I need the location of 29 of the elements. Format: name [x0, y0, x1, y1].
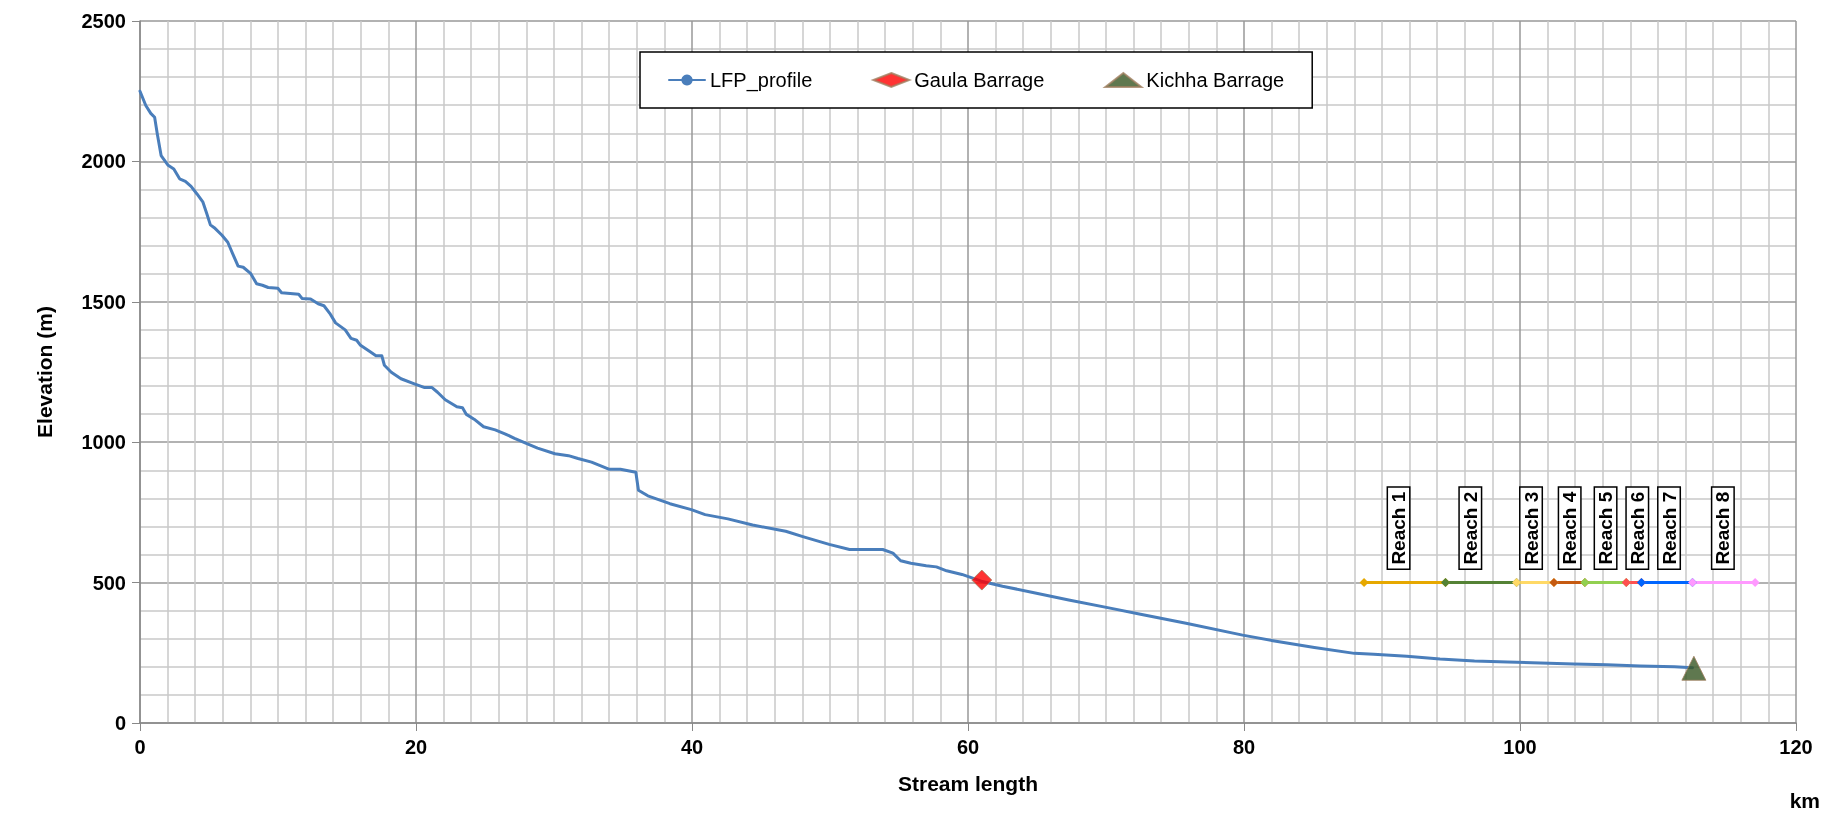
- legend-label: LFP_profile: [710, 69, 813, 92]
- x-tick-label: 100: [1503, 736, 1537, 758]
- y-tick-label: 2000: [81, 150, 126, 173]
- annotation: Reach 5: [1595, 491, 1617, 565]
- annotation: Reach 3: [1520, 491, 1542, 565]
- annotation: Reach 8: [1712, 491, 1734, 565]
- x-tick-label: 120: [1779, 736, 1813, 758]
- x-tick-label: 40: [680, 736, 704, 758]
- legend-label: Kichha Barrage: [1146, 69, 1285, 91]
- y-tick-label: 2500: [81, 10, 126, 32]
- annotation: Reach 6: [1626, 491, 1648, 565]
- y-tick-label: 0: [114, 712, 126, 734]
- x-tick-label: 80: [1232, 736, 1256, 758]
- x-tick-label: 0: [134, 736, 146, 758]
- x-axis-title: Stream length: [897, 772, 1039, 795]
- x-tick-label: 20: [404, 736, 428, 758]
- y-axis-title: Elevation (m): [33, 306, 56, 438]
- point: [971, 569, 993, 591]
- point: [1681, 655, 1707, 681]
- y-tick-label: 500: [92, 571, 126, 594]
- x-tick-label: 60: [956, 736, 980, 758]
- annotation: Reach 4: [1559, 491, 1581, 565]
- legend-label: Gaula Barrage: [914, 69, 1045, 91]
- text: km: [1789, 789, 1821, 812]
- annotation: Reach 1: [1388, 491, 1410, 565]
- y-tick-label: 1000: [81, 431, 126, 454]
- annotation: Reach 7: [1658, 491, 1680, 565]
- y-tick-label: 1500: [81, 290, 126, 313]
- annotation: Reach 2: [1459, 491, 1481, 565]
